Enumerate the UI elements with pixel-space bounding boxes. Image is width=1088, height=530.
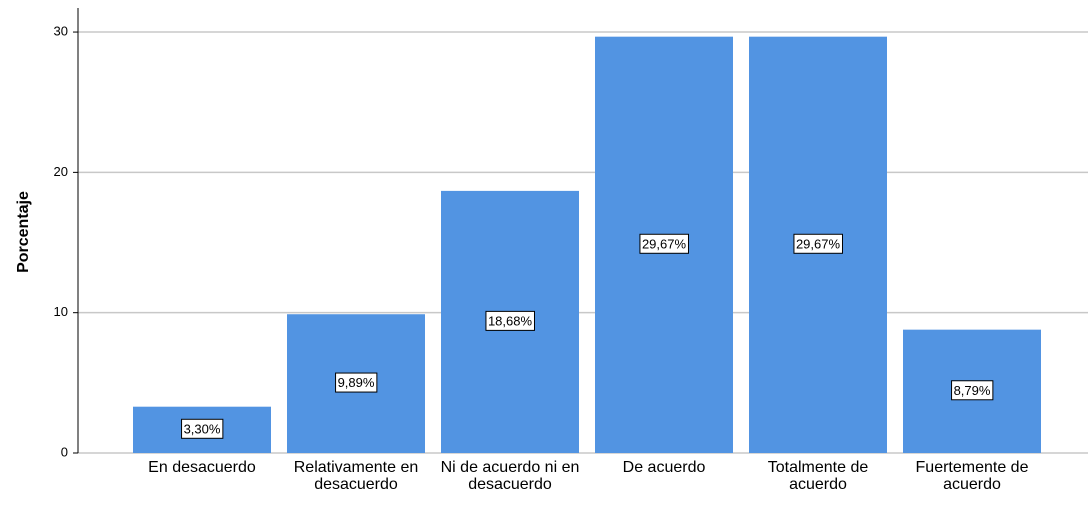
value-label: 29,67% [796,236,841,251]
x-tick-label: Ni de acuerdo ni en desacuerdo [440,459,580,493]
x-tick-label: En desacuerdo [148,459,256,476]
x-tick-label: Totalmente de acuerdo [767,459,869,493]
value-label-box [793,233,843,254]
x-tick-label: Fuertemente de acuerdo [915,459,1029,493]
value-label: 3,30% [184,421,221,436]
value-label-box [485,310,535,331]
x-tick-label: De acuerdo [622,459,706,476]
y-axis-label: Porcentaje [15,191,32,273]
y-tick-label: 20 [54,164,68,179]
y-tick-label: 10 [54,304,68,319]
value-label: 18,68% [488,313,533,328]
value-label: 29,67% [642,236,687,251]
x-tick-label: Relativamente en desacuerdo [293,459,419,493]
value-label-box [951,380,994,401]
value-label: 9,89% [338,375,375,390]
value-label: 8,79% [954,383,991,398]
y-tick-label: 0 [61,444,68,459]
value-label-box [639,233,689,254]
value-label-box [181,418,224,439]
y-tick-label: 30 [54,23,68,38]
value-label-box [335,372,378,393]
